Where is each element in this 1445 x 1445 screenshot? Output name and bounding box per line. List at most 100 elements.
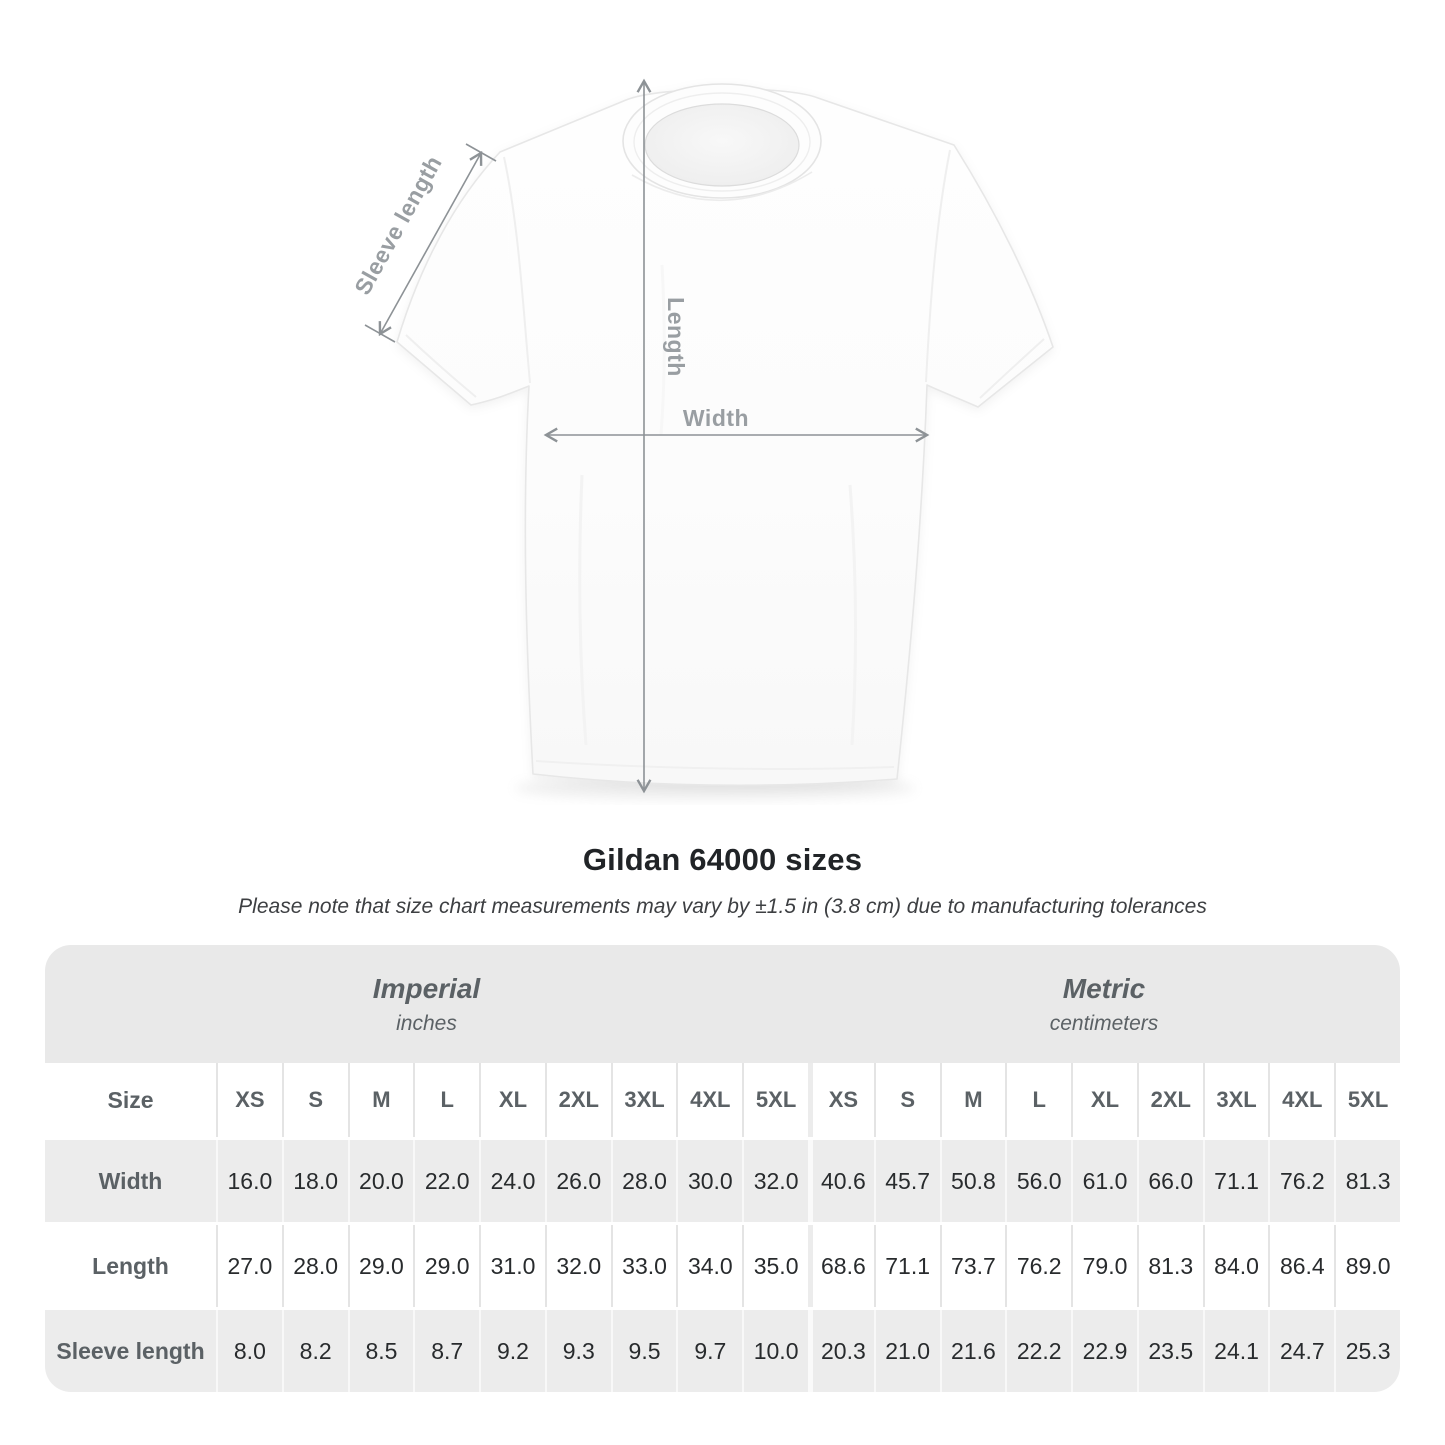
tolerance-note: Please note that size chart measurements… (238, 895, 1207, 918)
value-cell-imperial: 8.7 (413, 1310, 480, 1392)
value-cell-imperial: 27.0 (216, 1225, 282, 1307)
row-label: Length (45, 1225, 216, 1307)
collar-opening (644, 103, 800, 187)
value-cell-imperial: 29.0 (413, 1225, 480, 1307)
value-cell-metric: 24.7 (1268, 1310, 1335, 1392)
value-cell-imperial: 24.0 (479, 1140, 545, 1222)
value-cell-metric: 71.1 (873, 1225, 940, 1307)
value-cell-imperial: 9.5 (610, 1310, 677, 1392)
value-cell-metric: 68.6 (808, 1225, 874, 1307)
under-collar-stitch (631, 171, 813, 202)
size-header-cell-metric: 5XL (1334, 1063, 1400, 1137)
fabric-fold (848, 484, 858, 746)
value-cell-imperial: 9.3 (544, 1310, 611, 1392)
value-cell-metric: 86.4 (1268, 1225, 1335, 1307)
value-cell-metric: 71.1 (1202, 1140, 1269, 1222)
value-cell-metric: 81.3 (1334, 1140, 1400, 1222)
size-header-cell-metric: XS (808, 1063, 874, 1137)
bottom-hem-stitch (535, 760, 895, 770)
value-cell-metric: 76.2 (1268, 1140, 1335, 1222)
value-cell-metric: 24.1 (1202, 1310, 1269, 1392)
imperial-units: inches (396, 1011, 457, 1035)
tshirt-diagram: Sleeve length Length Width (330, 55, 1070, 805)
metric-section-header: Metric centimeters (808, 945, 1400, 1063)
value-cell-imperial: 30.0 (676, 1140, 743, 1222)
size-header-cell-metric: M (939, 1063, 1006, 1137)
value-cell-metric: 20.3 (808, 1310, 874, 1392)
page-title: Gildan 64000 sizes (582, 842, 863, 877)
size-header-cell-imperial: 2XL (544, 1063, 611, 1137)
value-cell-imperial: 22.0 (413, 1140, 480, 1222)
left-armhole-seam (503, 156, 531, 384)
value-cell-imperial: 32.0 (742, 1140, 808, 1222)
value-cell-metric: 61.0 (1071, 1140, 1137, 1222)
size-header-cell-imperial: M (347, 1063, 414, 1137)
value-cell-imperial: 34.0 (676, 1225, 743, 1307)
row-label: Width (45, 1140, 216, 1222)
value-cell-metric: 73.7 (939, 1225, 1006, 1307)
value-cell-imperial: 10.0 (742, 1310, 808, 1392)
size-header-cell-imperial: XS (216, 1063, 282, 1137)
value-cell-imperial: 16.0 (216, 1140, 282, 1222)
value-cell-imperial: 31.0 (479, 1225, 545, 1307)
fabric-fold (578, 474, 588, 746)
sleeve-length-arrow (380, 153, 481, 334)
value-cell-metric: 22.9 (1071, 1310, 1137, 1392)
imperial-title: Imperial (372, 972, 481, 1004)
value-cell-metric: 89.0 (1334, 1225, 1400, 1307)
value-cell-imperial: 8.5 (347, 1310, 414, 1392)
value-cell-imperial: 18.0 (281, 1140, 348, 1222)
value-cell-metric: 66.0 (1136, 1140, 1203, 1222)
imperial-section-header: Imperial inches (45, 945, 808, 1063)
value-cell-imperial: 28.0 (281, 1225, 348, 1307)
unit-header-band: Imperial inches Metric centimeters (45, 945, 1400, 1063)
row-label: Sleeve length (45, 1310, 216, 1392)
value-cell-imperial: 35.0 (742, 1225, 808, 1307)
value-cell-metric: 56.0 (1005, 1140, 1072, 1222)
fabric-fold (659, 264, 666, 436)
value-cell-imperial: 29.0 (347, 1225, 414, 1307)
value-cell-metric: 79.0 (1071, 1225, 1137, 1307)
tshirt-image: Sleeve length Length Width (349, 55, 1054, 799)
value-cell-imperial: 33.0 (610, 1225, 677, 1307)
value-cell-metric: 21.0 (873, 1310, 940, 1392)
left-sleeve-hem (405, 334, 477, 398)
size-grid: Size XS S M L XL 2XL 3XL 4XL 5XL XS S M L XL 2XL 3XL 4XL 5… (45, 1063, 1400, 1392)
value-cell-metric: 40.6 (808, 1140, 874, 1222)
size-chart-table: Imperial inches Metric centimeters Size X… (45, 945, 1400, 1392)
size-header-cell-imperial: S (281, 1063, 348, 1137)
value-cell-imperial: 20.0 (347, 1140, 414, 1222)
value-cell-metric: 81.3 (1136, 1225, 1203, 1307)
value-cell-imperial: 32.0 (544, 1225, 611, 1307)
value-cell-metric: 84.0 (1202, 1225, 1269, 1307)
size-header-cell-imperial: XL (479, 1063, 545, 1137)
size-header-cell-metric: 3XL (1202, 1063, 1269, 1137)
value-cell-imperial: 8.0 (216, 1310, 282, 1392)
value-cell-imperial: 28.0 (610, 1140, 677, 1222)
size-header-cell-imperial: 4XL (676, 1063, 743, 1137)
value-cell-metric: 25.3 (1334, 1310, 1400, 1392)
value-cell-metric: 45.7 (873, 1140, 940, 1222)
value-cell-metric: 23.5 (1136, 1310, 1203, 1392)
collar-stitch (633, 92, 811, 192)
size-header-cell-metric: XL (1071, 1063, 1137, 1137)
value-cell-imperial: 9.2 (479, 1310, 545, 1392)
length-label: Length (663, 297, 689, 377)
value-cell-metric: 50.8 (939, 1140, 1006, 1222)
metric-units: centimeters (1049, 1011, 1159, 1035)
size-header-cell-metric: 2XL (1136, 1063, 1203, 1137)
width-label: Width (683, 405, 749, 431)
sleeve-arrow-end-tick (465, 143, 497, 162)
value-cell-metric: 76.2 (1005, 1225, 1072, 1307)
size-header-cell-metric: L (1005, 1063, 1072, 1137)
value-cell-imperial: 8.2 (281, 1310, 348, 1392)
value-cell-metric: 21.6 (939, 1310, 1006, 1392)
size-header-cell-metric: 4XL (1268, 1063, 1335, 1137)
size-header-cell-metric: S (873, 1063, 940, 1137)
value-cell-imperial: 26.0 (544, 1140, 611, 1222)
metric-title: Metric (1062, 972, 1146, 1004)
sleeve-arrow-end-tick (364, 324, 396, 343)
right-sleeve-hem (979, 338, 1045, 399)
size-header-cell-imperial: 3XL (610, 1063, 677, 1137)
